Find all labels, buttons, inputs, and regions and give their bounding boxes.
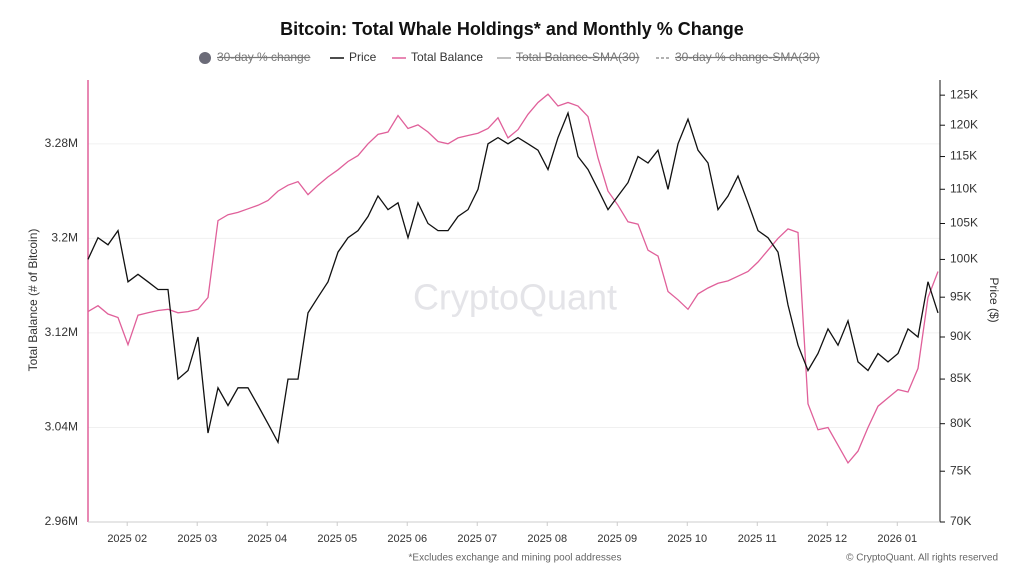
x-tick-label: 2025 03 bbox=[177, 533, 217, 545]
x-tick-label: 2026 01 bbox=[877, 533, 917, 545]
y2-tick-label: 110K bbox=[950, 181, 977, 195]
y2-tick-label: 120K bbox=[950, 117, 978, 131]
y2-tick-label: 115K bbox=[950, 149, 977, 163]
legend-label: 30-day % change-SMA(30) bbox=[675, 50, 820, 64]
y2-tick-label: 95K bbox=[950, 289, 971, 303]
y2-tick-label: 75K bbox=[950, 463, 971, 477]
y2-tick-label: 100K bbox=[950, 252, 978, 266]
y2-tick-label: 70K bbox=[950, 514, 971, 528]
series-line bbox=[87, 93, 939, 465]
copyright: © CryptoQuant. All rights reserved bbox=[846, 553, 998, 564]
x-tick-label: 2025 11 bbox=[738, 533, 777, 545]
y2-tick-label: 85K bbox=[950, 371, 971, 385]
legend-label: 30-day % change bbox=[217, 50, 311, 64]
chart-title: Bitcoin: Total Whale Holdings* and Month… bbox=[280, 19, 744, 39]
x-tick-label: 2025 06 bbox=[387, 533, 427, 545]
x-tick-label: 2025 05 bbox=[317, 533, 357, 545]
y-tick-label: 3.12M bbox=[45, 325, 78, 339]
y-tick-label: 3.04M bbox=[45, 420, 78, 434]
x-tick-label: 2025 12 bbox=[807, 533, 847, 545]
y-tick-label: 2.96M bbox=[45, 514, 78, 528]
y2-tick-label: 125K bbox=[950, 87, 978, 101]
y2-tick-label: 80K bbox=[950, 416, 971, 430]
x-tick-label: 2025 04 bbox=[247, 533, 287, 545]
y-tick-label: 3.2M bbox=[51, 231, 78, 245]
x-tick-label: 2025 02 bbox=[107, 533, 147, 545]
x-tick-label: 2025 08 bbox=[527, 533, 567, 545]
legend-label: Total Balance bbox=[411, 50, 483, 64]
x-tick-label: 2025 10 bbox=[667, 533, 707, 545]
x-tick-label: 2025 09 bbox=[597, 533, 637, 545]
legend-marker bbox=[199, 52, 211, 64]
y2-tick-label: 90K bbox=[950, 329, 971, 343]
y2-tick-label: 105K bbox=[950, 216, 978, 230]
y2-axis-label: Price ($) bbox=[987, 277, 1001, 322]
legend-label: Price bbox=[349, 50, 377, 64]
footnote: *Excludes exchange and mining pool addre… bbox=[409, 553, 622, 564]
y-tick-label: 3.28M bbox=[45, 136, 78, 150]
x-tick-label: 2025 07 bbox=[457, 533, 497, 545]
watermark: CryptoQuant bbox=[413, 277, 617, 318]
y-axis-label: Total Balance (# of Bitcoin) bbox=[26, 229, 40, 372]
series-line bbox=[87, 110, 939, 445]
legend-label: Total Balance-SMA(30) bbox=[516, 50, 639, 64]
